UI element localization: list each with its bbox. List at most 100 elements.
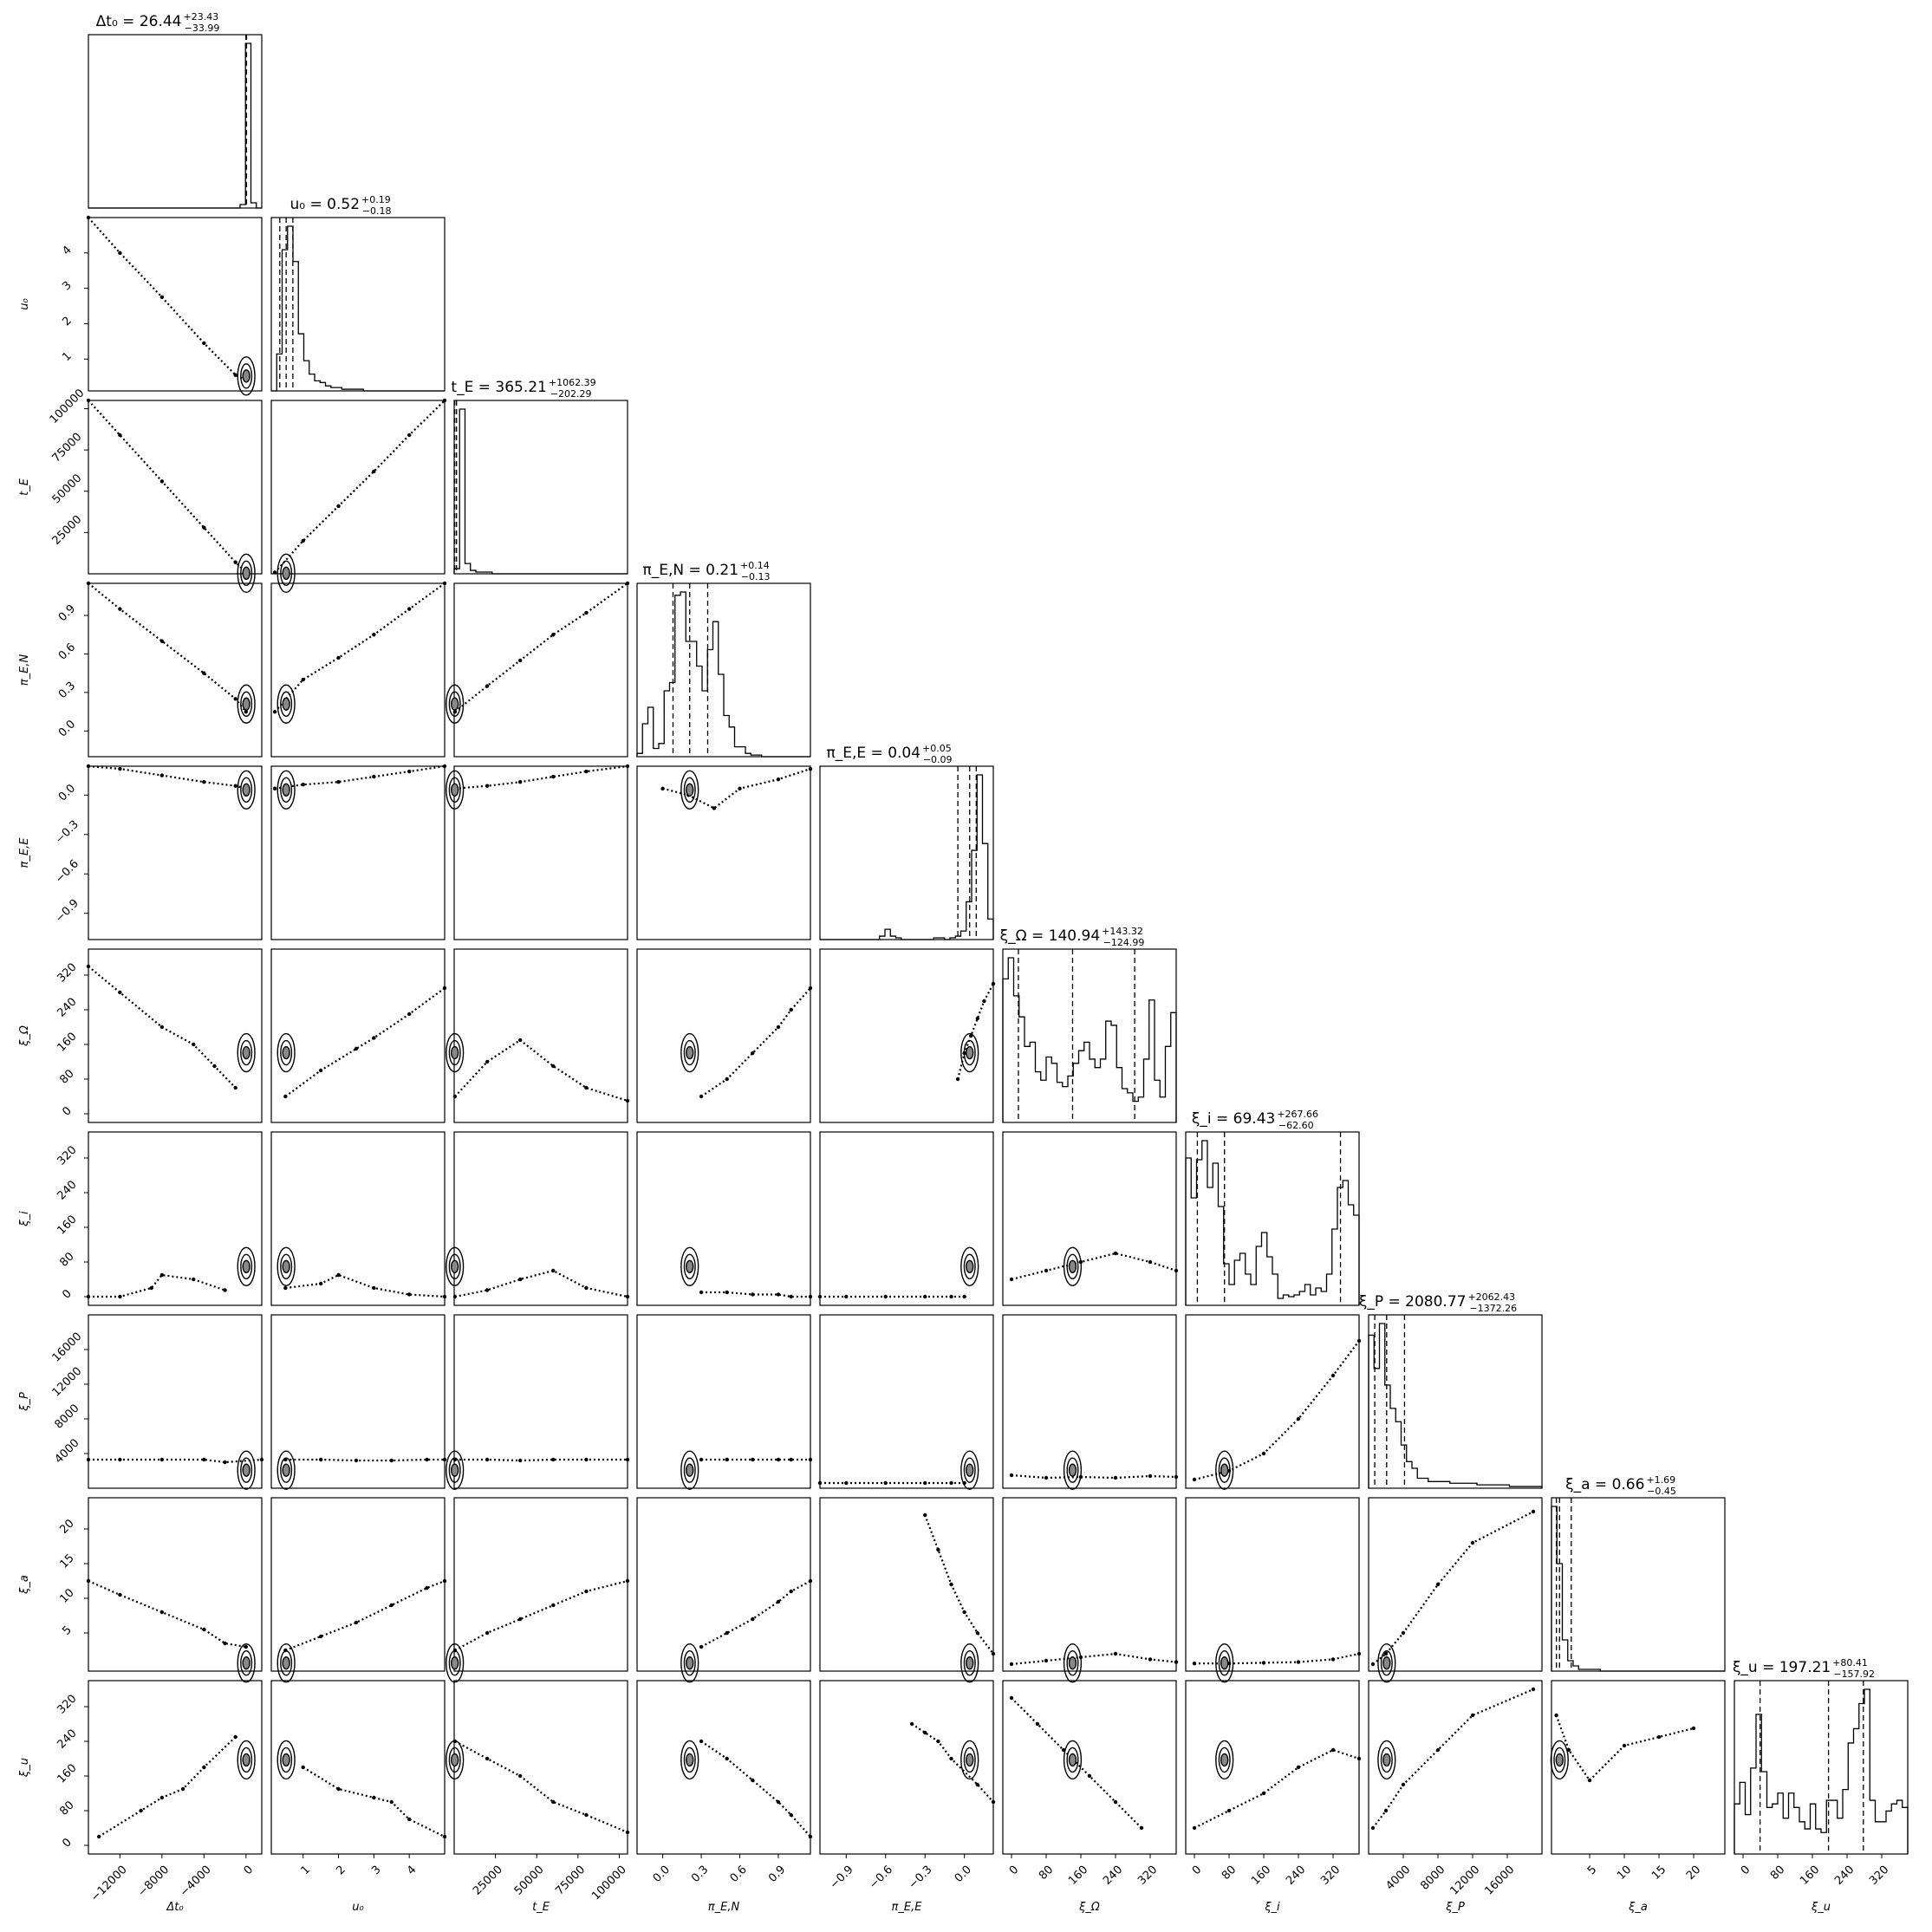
contour-level-2 <box>686 783 694 797</box>
sample-trace <box>274 582 446 712</box>
scatter-panel-5-8 <box>1002 1497 1179 1683</box>
y-axis-label-9: ξ_u <box>18 1758 31 1778</box>
hist-panel-4: π_E,E = 0.04 +0.05 −0.09 <box>819 743 994 940</box>
x-tick-label: 320 <box>1318 1864 1343 1888</box>
y-axis-label-4: π_E,E <box>18 837 31 868</box>
sample-trace <box>98 1736 237 1838</box>
sample-trace <box>88 1579 246 1649</box>
x-tick-label: 320 <box>1135 1864 1160 1888</box>
sample-point <box>909 1721 914 1727</box>
sample-point <box>949 1294 953 1299</box>
sample-point <box>354 1458 359 1463</box>
sample-trace <box>284 1579 446 1652</box>
sample-trace <box>1555 1714 1695 1782</box>
sample-point <box>789 1007 793 1012</box>
sample-point <box>975 1782 980 1787</box>
title-err-plus: +0.19 <box>361 194 391 205</box>
x-axis-label-4: π_E,E <box>892 1901 923 1914</box>
x-tick-label: 0.9 <box>766 1864 788 1885</box>
x-tick-label: 240 <box>1101 1864 1125 1888</box>
sample-trace <box>700 1740 811 1838</box>
sample-point <box>180 1786 185 1792</box>
histogram-step <box>820 774 994 940</box>
sample-trace <box>284 987 446 1097</box>
panel-frame <box>88 582 263 758</box>
panel-frame <box>1185 1497 1360 1672</box>
sample-point <box>699 1644 704 1649</box>
contour-level-1 <box>448 1457 461 1483</box>
contour-level-1 <box>963 1747 976 1773</box>
y-axis-label-3: π_E,N <box>18 654 31 686</box>
sample-point <box>244 709 249 714</box>
hist-panel-7: ξ_P = 2080.77 +2062.43 −1372.26 <box>1359 1291 1543 1489</box>
sample-point <box>86 1578 91 1584</box>
panel-frame <box>88 948 263 1123</box>
sample-point <box>776 1025 781 1030</box>
sample-point <box>159 639 165 643</box>
x-axis-label-1: u₀ <box>352 1901 364 1914</box>
sample-point <box>96 1834 101 1839</box>
sample-point <box>372 469 376 474</box>
panel-frame <box>636 948 811 1123</box>
sample-point <box>936 1547 940 1552</box>
x-tick-label: 3 <box>369 1864 383 1877</box>
sample-point <box>776 1599 781 1604</box>
scatter-panel-4-5 <box>819 948 996 1123</box>
sample-trace <box>1011 1473 1177 1480</box>
sample-point <box>354 1046 359 1051</box>
sample-point <box>86 964 91 969</box>
scatter-panel-4-9: −0.9 −0.6 −0.3 0.0 π_E,E <box>819 1680 996 1914</box>
sample-point <box>442 1457 447 1462</box>
histogram-step <box>88 42 262 209</box>
panel-frame <box>270 582 446 758</box>
panel-frame <box>1002 1131 1177 1306</box>
contour-level-0 <box>237 770 256 810</box>
sample-trace <box>700 987 811 1097</box>
histogram-step <box>1734 1688 1909 1854</box>
sample-point <box>883 1480 888 1486</box>
contour-level-0 <box>237 1643 256 1683</box>
scatter-panel-2-7 <box>446 1314 630 1490</box>
panel-title-4: π_E,E = 0.04 +0.05 −0.09 <box>827 743 953 765</box>
sample-point <box>452 1094 458 1099</box>
sample-point <box>1044 1268 1049 1273</box>
scatter-panel-1-3 <box>270 581 447 758</box>
sample-point <box>625 581 630 586</box>
sample-point <box>808 1834 813 1839</box>
contour-level-0 <box>446 1032 465 1073</box>
sample-point <box>86 764 91 769</box>
contour-level-2 <box>1555 1753 1564 1767</box>
sample-point <box>751 1617 755 1622</box>
sample-point <box>625 1098 630 1103</box>
sample-point <box>883 1294 888 1299</box>
contour-level-1 <box>1218 1457 1231 1483</box>
y-tick-label: 160 <box>55 1030 79 1054</box>
sample-point <box>318 1068 323 1073</box>
sample-point <box>372 774 376 779</box>
x-axis-label-7: ξ_P <box>1445 1901 1465 1914</box>
y-tick-label: −0.9 <box>53 897 81 926</box>
contour-level-0 <box>237 553 256 594</box>
sample-point <box>212 1064 217 1069</box>
contour-level-1 <box>1066 1457 1079 1483</box>
sample-point <box>776 1292 781 1297</box>
sample-point <box>159 1457 165 1462</box>
sample-point <box>1554 1713 1558 1718</box>
contour-level-2 <box>1068 1463 1077 1477</box>
scatter-panel-2-8 <box>446 1497 630 1683</box>
sample-point <box>139 1808 143 1813</box>
sample-point <box>407 1817 412 1822</box>
x-tick-label: 160 <box>1249 1864 1273 1888</box>
scatter-panel-3-6 <box>636 1131 813 1306</box>
sample-trace <box>88 1273 225 1298</box>
sample-point <box>485 1288 490 1292</box>
panel-frame <box>453 1497 628 1672</box>
sample-point <box>1113 1651 1118 1656</box>
contour-level-2 <box>1220 1753 1229 1767</box>
sample-trace <box>1194 1340 1360 1481</box>
sample-point <box>1566 1747 1571 1753</box>
histogram-step <box>636 591 810 758</box>
sample-point <box>372 1036 376 1040</box>
sample-point <box>159 773 165 777</box>
contour-level-2 <box>282 697 290 711</box>
